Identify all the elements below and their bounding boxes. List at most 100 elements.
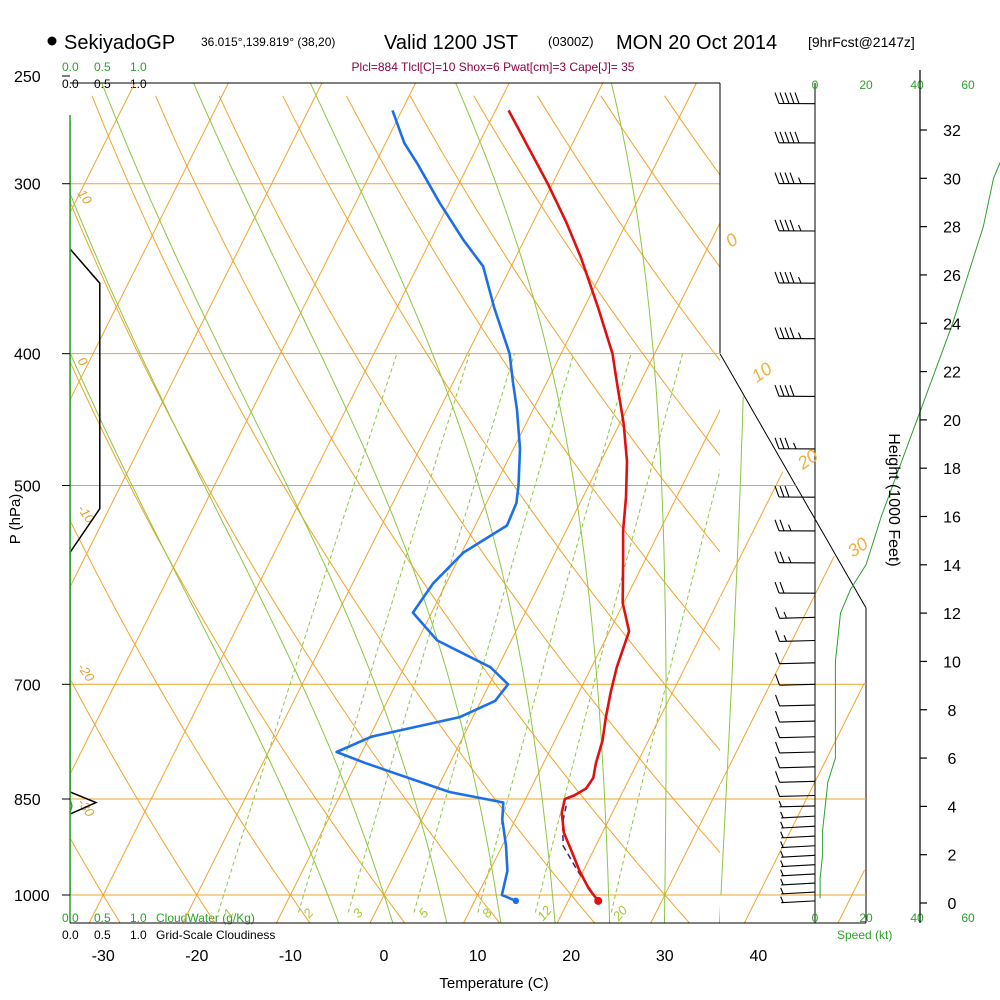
wind-barb [775,710,816,723]
dry-adiabat-line [282,95,720,751]
dry-adiabat-line [155,95,690,923]
cloud-scale-tick: 1.0 [130,77,147,91]
isotherm-line [88,83,510,923]
pressure-tick-label: 250 [14,69,41,86]
height-tick-label: 14 [943,558,961,575]
moist-adiabat-line [309,83,556,923]
wind-barb [774,485,816,498]
wind-barb [775,630,816,642]
height-tick-label: 0 [948,896,957,913]
pressure-tick-label: 300 [14,177,41,194]
wind-barb [774,172,816,185]
wind-barb [774,581,816,594]
dry-adiabat-line [345,95,720,651]
wind-barb [780,869,816,877]
wind-barb [774,271,816,284]
height-tick-label: 28 [943,220,961,237]
mixing-ratio-line [477,353,632,913]
moist-adiabat-line [70,192,394,923]
cloud-scale-tick: 0.0 [62,60,79,74]
height-tick-label: 8 [948,703,957,720]
cloud-scale-tick: 0.0 [62,928,79,942]
isotherm-line [70,83,417,776]
mixing-ratio-line [413,353,575,913]
temperature-tick-label: -20 [185,948,208,965]
speed-tick-label-bottom: 40 [910,911,924,925]
wind-barb [780,860,816,868]
cloud-scale-tick: 0.5 [94,60,111,74]
height-tick-label: 2 [948,848,957,865]
mixing-ratio-line [217,353,398,913]
height-tick-label: 30 [943,171,961,188]
dry-adiabat-line [91,95,595,923]
dry-adiabat-line [218,95,720,854]
moist-adiabat-line [610,83,667,923]
temperature-tick-label: -30 [92,948,115,965]
height-tick-label: 12 [943,606,961,623]
isotherm-line [275,83,697,923]
cloudiness-label: Grid-Scale Cloudiness [156,928,275,942]
dry-adiabat-line [473,95,720,457]
cloudwater-label: CloudWater (g/Kg) [156,911,255,925]
cloud-scale-tick: 0.5 [94,911,111,925]
moist-adiabat-line [70,351,340,923]
wind-barb [775,756,816,769]
station-coords: 36.015°,139.819° (38,20) [201,35,335,49]
station-dot-icon [47,36,57,46]
wind-barb [775,674,816,686]
cloudiness-profile [70,248,101,815]
speed-tick-label-bottom: 60 [961,911,975,925]
isotherm-line [837,869,865,924]
dry-adiabat-line [70,837,121,923]
temperature-tick-label: 40 [750,948,768,965]
indices-line: Plcl=884 Tlcl[C]=10 Shox=6 Pwat[cm]=3 Ca… [352,60,635,74]
isotherm-line [182,83,604,923]
dry-adiabat-line [70,360,406,923]
wind-barb [774,437,816,450]
isotherm-line [70,83,229,401]
surface-dewpoint-dot [512,897,520,905]
pressure-tick-label: 400 [14,347,41,364]
height-tick-label: 32 [943,123,961,140]
isotherm-line [463,409,720,923]
wind-barb [774,385,816,397]
temperature-tick-label: 10 [469,948,487,965]
cloud-scale-tick: 0.5 [94,928,111,942]
cloud-scale-tick: 1.0 [130,911,147,925]
wind-barb [775,726,816,739]
wind-barb [774,519,816,532]
cloudwater-profile [70,121,73,895]
height-tick-label: 24 [943,316,961,333]
forecast-date: MON 20 Oct 2014 [616,32,777,54]
wind-barb [780,887,816,895]
wind-barb [775,785,816,797]
isotherm-line [556,596,720,923]
cloudiness-line [70,248,101,815]
cloudwater-scale-bottom: 0.00.51.0 [62,911,147,925]
lower-right-panel [719,353,867,924]
cloudiness-scale-top: 0.0 0.5 1.0 [62,77,147,91]
wind-barb [780,811,816,819]
pressure-tick-label: 700 [14,677,41,694]
speed-tick-label-top: 0 [812,78,819,92]
wind-barb [775,652,816,665]
cloudiness-scale-bottom: 0.0 0.5 1.0 [62,928,147,942]
temperature-axis: -30 -20 -10 0 10 20 30 40 [92,948,768,965]
height-tick-label: 16 [943,510,961,527]
sounding-profiles [335,109,631,905]
height-tick-label: 4 [948,799,957,816]
wind-barb [780,821,816,829]
dry-adiabat-line [70,677,216,923]
wind-barb [774,327,816,340]
wind-barb [774,219,816,232]
temperature-tick-label: 30 [656,948,674,965]
height-tick-label: 18 [943,461,961,478]
pressure-tick-label: 1000 [14,888,50,905]
wind-barb [775,771,816,783]
temperature-tick-label: -10 [279,948,302,965]
cloud-scale-tick: 0.0 [62,77,79,91]
station-name: SekiyadoGP [64,32,175,54]
temperature-axis-label: Temperature (C) [439,975,548,992]
wind-barb [780,878,816,886]
